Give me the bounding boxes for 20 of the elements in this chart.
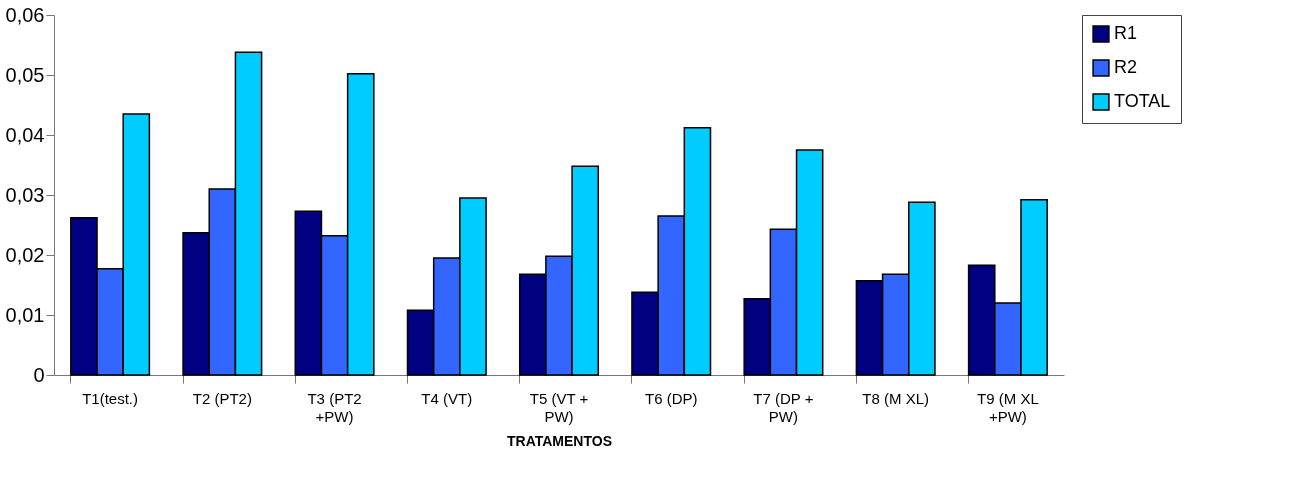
x-axis-title: TRATAMENTOS	[507, 432, 612, 449]
x-tick-label: T9 (M XL +PW)	[977, 389, 1039, 425]
x-tick-label: T3 (PT2 +PW)	[307, 389, 362, 425]
y-tick-label: 0,03	[5, 183, 45, 206]
x-tick-label: T1(test.)	[82, 389, 139, 407]
legend-label: R2	[1114, 57, 1138, 77]
legend-label: TOTAL	[1114, 91, 1171, 111]
y-tick-label: 0,04	[5, 123, 45, 146]
y-tick-label: 0,01	[5, 303, 45, 326]
x-tick-label: T2 (PT2)	[192, 389, 252, 407]
y-tick-label: 0,06	[5, 3, 45, 26]
x-tick-label: T7 (DP + PW)	[753, 389, 814, 425]
x-tick-label: T5 (VT + PW)	[529, 389, 589, 425]
x-tick-label: T6 (DP)	[644, 389, 698, 407]
x-tick-label: T8 (M XL)	[862, 389, 930, 407]
legend-label: R1	[1114, 23, 1138, 43]
x-tick-label: T4 (VT)	[421, 389, 473, 407]
y-tick-label: 0,02	[5, 243, 45, 266]
y-tick-label: 0	[33, 363, 45, 386]
y-tick-label: 0,05	[5, 63, 45, 86]
